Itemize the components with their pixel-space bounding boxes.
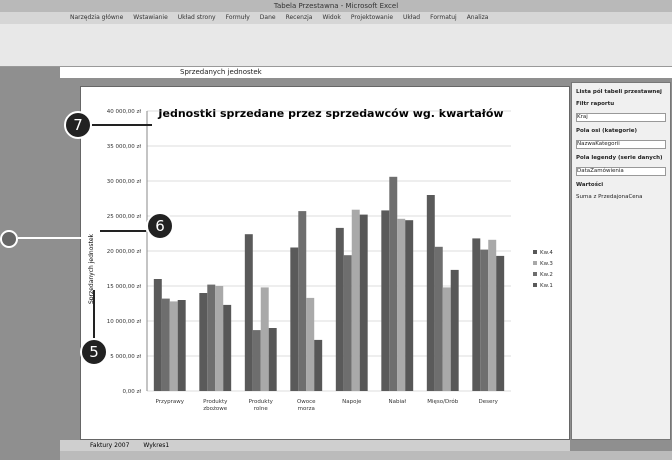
ribbon-tab[interactable]: Narzędzia główne — [70, 14, 124, 21]
axis-label: Pola osi (kategorie) — [576, 128, 637, 134]
chart: Jednostki sprzedane przez sprzedawców wg… — [88, 107, 553, 412]
values-label: Wartości — [576, 182, 604, 188]
ribbon-tab[interactable]: Wstawianie — [133, 14, 168, 21]
bar — [290, 247, 299, 391]
legend-label: Kw.1 — [540, 283, 553, 289]
x-tick-label: Mięso/Drób — [427, 398, 458, 405]
axis-field[interactable]: NazwaKategorii — [576, 140, 666, 149]
values-field[interactable]: Suma z PrzedajonaCena — [576, 194, 643, 200]
legend-label: Pola legendy (serie danych) — [576, 155, 663, 161]
bar — [480, 249, 489, 391]
y-tick-label: 40 000,00 zł — [107, 109, 142, 115]
y-tick-label: 35 000,00 zł — [107, 144, 142, 150]
marker-line — [18, 237, 84, 239]
legend-label: Kw.3 — [540, 261, 553, 267]
sheet-tab[interactable]: Faktury 2007 — [90, 442, 130, 449]
bar — [434, 246, 443, 391]
ribbon-tab[interactable]: Formatuj — [430, 14, 457, 21]
formula-bar: Sprzedanych jednostek — [60, 67, 672, 78]
bar — [343, 255, 352, 391]
bar — [314, 339, 323, 391]
x-tick-label: Owoce morza — [297, 399, 316, 412]
sheet-tab[interactable]: Wykres1 — [143, 442, 170, 449]
legend-swatch — [533, 261, 537, 265]
bar — [215, 286, 224, 391]
callout-line — [100, 230, 146, 232]
bar — [199, 293, 208, 391]
status-bar — [60, 451, 672, 460]
field-list-panel: Lista pól tabeli przestawnej Filtr rapor… — [571, 82, 671, 440]
ribbon-tab[interactable]: Dane — [259, 14, 276, 21]
callout: 6 — [146, 212, 174, 240]
y-tick-label: 30 000,00 zł — [107, 179, 142, 185]
bar — [298, 211, 307, 391]
bar — [351, 209, 360, 391]
panel-title: Lista pól tabeli przestawnej — [576, 89, 662, 95]
bar — [177, 300, 186, 391]
ribbon-tabs: Narzędzia główne Wstawianie Układ strony Fo… — [0, 12, 672, 24]
bar — [252, 330, 261, 391]
x-tick-label: Produkty rolne — [249, 399, 274, 412]
bar — [335, 227, 344, 391]
bar — [442, 287, 451, 391]
bar — [207, 284, 216, 391]
bar — [426, 195, 435, 391]
ribbon-tab[interactable]: Recenzja — [285, 14, 313, 21]
ribbon-tab[interactable]: Układ strony — [177, 14, 216, 21]
callout-line — [92, 124, 152, 126]
marker-dot — [0, 230, 18, 248]
y-tick-label: 10 000,00 zł — [107, 319, 142, 325]
bar — [244, 234, 253, 391]
legend-swatch — [533, 250, 537, 254]
y-tick-label: 0,00 zł — [123, 389, 142, 395]
bar — [405, 220, 414, 391]
bar — [359, 214, 368, 391]
ribbon-tab[interactable]: Układ — [403, 14, 421, 21]
bar — [260, 287, 269, 391]
bar — [496, 255, 505, 391]
legend-field[interactable]: DataZamówienia — [576, 167, 666, 176]
chart-area: Jednostki sprzedane przez sprzedawców wg… — [80, 86, 570, 440]
y-axis-label: Sprzedanych jednostek — [88, 233, 95, 304]
ribbon — [0, 24, 672, 67]
x-tick-label: Przyprawy — [156, 399, 185, 405]
bar — [389, 176, 398, 391]
legend-swatch — [533, 272, 537, 276]
x-tick-label: Napoje — [342, 399, 362, 405]
callout: 7 — [64, 111, 92, 139]
bar — [169, 301, 178, 391]
sheet-tabs: Faktury 2007 Wykres1 — [60, 440, 570, 451]
ribbon-tab[interactable]: Widok — [322, 14, 341, 21]
bar — [268, 328, 277, 391]
legend-label: Kw.2 — [540, 272, 553, 278]
bar — [472, 238, 481, 391]
callout-line — [93, 290, 95, 338]
x-tick-label: Nabiał — [389, 399, 407, 405]
y-tick-label: 25 000,00 zł — [107, 214, 142, 220]
bar — [381, 210, 390, 391]
y-tick-label: 15 000,00 zł — [107, 284, 142, 290]
bar — [450, 269, 459, 391]
legend-label: Kw.4 — [540, 250, 553, 256]
bar — [306, 297, 315, 391]
bar — [223, 304, 232, 391]
ribbon-tab[interactable]: Formuły — [225, 14, 250, 21]
filter-field[interactable]: Kraj — [576, 113, 666, 122]
legend-swatch — [533, 283, 537, 287]
bar — [153, 279, 162, 391]
filter-label: Filtr raportu — [576, 101, 615, 107]
y-tick-label: 5 000,00 zł — [110, 354, 141, 360]
bar — [488, 239, 497, 391]
x-tick-label: Produkty zbożowe — [203, 399, 228, 412]
callout: 5 — [80, 338, 108, 366]
ribbon-tab[interactable]: Projektowanie — [350, 14, 394, 21]
x-tick-label: Desery — [479, 399, 499, 405]
window-title: Tabela Przestawna - Microsoft Excel — [0, 0, 672, 12]
bar — [397, 218, 406, 391]
ribbon-tab[interactable]: Analiza — [466, 14, 489, 21]
bar — [161, 298, 170, 391]
y-tick-label: 20 000,00 zł — [107, 249, 142, 255]
chart-title: Jednostki sprzedane przez sprzedawców wg… — [157, 107, 503, 120]
